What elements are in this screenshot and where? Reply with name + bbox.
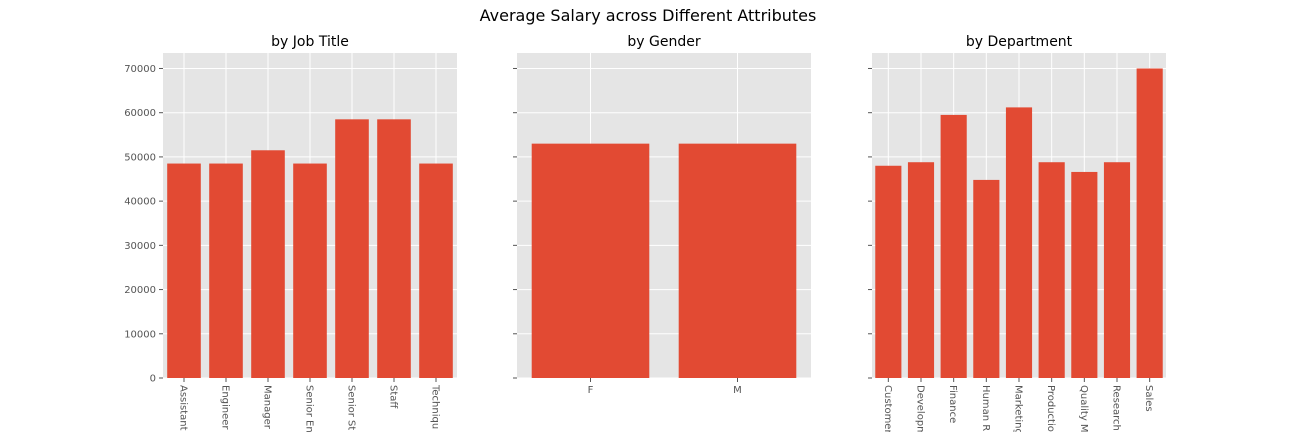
x-tick-label: Staff [388, 385, 399, 409]
bar-marketing [1005, 107, 1033, 378]
x-tick-label: Quality M [1078, 385, 1089, 432]
subplot-1: 0 10000 20000 30000 40000 50000 60000 70000 Assi… [124, 34, 457, 432]
bar-engineer [209, 163, 243, 378]
y-tick-label: 50000 [124, 152, 156, 163]
x-tick-label: Manager [262, 385, 273, 430]
bar-developm [907, 162, 935, 378]
x-tick-label: Techniqu [430, 384, 441, 429]
x-tick-label: M [733, 385, 742, 396]
bar-senior-st [335, 119, 369, 378]
y-tick-label: 10000 [124, 329, 156, 340]
x-tick-label: Marketing [1013, 385, 1024, 432]
x-tick-label: Assistant [178, 385, 189, 431]
bar-sales [1136, 68, 1163, 378]
x-tick-label: Productio [1045, 385, 1056, 432]
bar-f [531, 143, 650, 378]
bar-customer [875, 165, 902, 378]
x-tick-label: Human R [980, 385, 991, 431]
subplot-title: by Department [966, 34, 1073, 50]
x-tick-label: Senior En [304, 385, 315, 432]
subplots: 0 10000 20000 30000 40000 50000 60000 70000 Assi… [124, 34, 1166, 432]
y-tick-label: 0 [150, 374, 156, 385]
x-tick-label: Engineer [220, 385, 231, 430]
bar-manager [251, 150, 285, 378]
x-tick-label: Developm [915, 385, 926, 432]
bar-m [678, 143, 797, 378]
y-tick-label: 20000 [124, 285, 156, 296]
y-tick-label: 30000 [124, 241, 156, 252]
bar-senior-en [293, 163, 327, 378]
subplot-2: F Mby Gender [513, 34, 811, 396]
subplot-title: by Job Title [271, 34, 349, 50]
subplot-3: Customer Developm Finance Human R Marketing P… [868, 34, 1166, 432]
bar-human-r [973, 179, 1000, 378]
x-tick-label: Sales [1143, 385, 1154, 412]
x-tick-label: Customer [882, 385, 893, 432]
x-tick-label: Research [1111, 385, 1122, 431]
y-tick-label: 60000 [124, 108, 156, 119]
bar-finance [940, 114, 967, 379]
x-tick-label: F [588, 385, 594, 396]
subplot-title: by Gender [627, 34, 700, 50]
bar-quality-m [1071, 171, 1098, 378]
bar-techniqu [419, 163, 453, 378]
y-tick-label: 40000 [124, 197, 156, 208]
x-tick-label: Finance [947, 385, 958, 423]
figure-title: Average Salary across Different Attribut… [480, 6, 817, 25]
bar-productio [1038, 162, 1065, 378]
bar-assistant [167, 163, 201, 378]
x-tick-label: Senior St [346, 385, 357, 430]
bar-research [1103, 162, 1131, 378]
bar-staff [377, 119, 411, 378]
y-tick-label: 70000 [124, 64, 156, 75]
